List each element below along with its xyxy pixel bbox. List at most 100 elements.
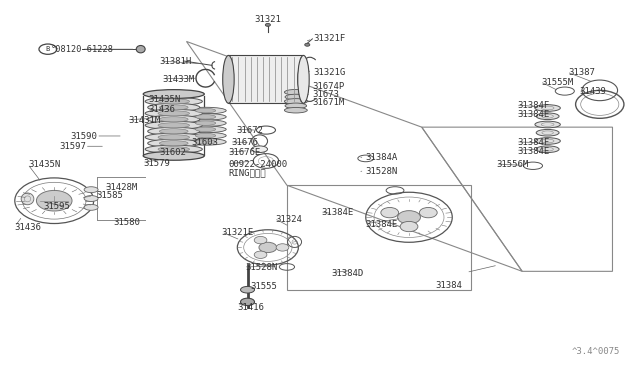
Ellipse shape: [185, 120, 226, 126]
Ellipse shape: [195, 115, 216, 119]
Ellipse shape: [84, 196, 98, 202]
Ellipse shape: [145, 109, 202, 118]
Ellipse shape: [185, 132, 226, 139]
Ellipse shape: [195, 127, 216, 132]
Ellipse shape: [284, 89, 307, 95]
Circle shape: [419, 208, 437, 218]
Ellipse shape: [252, 146, 268, 153]
Text: 31431M: 31431M: [128, 116, 160, 125]
Text: 31579: 31579: [143, 159, 170, 168]
Text: 31435N: 31435N: [29, 160, 61, 169]
Circle shape: [254, 237, 267, 244]
Text: 31321G: 31321G: [314, 68, 346, 77]
Ellipse shape: [145, 133, 202, 141]
Text: 31384: 31384: [436, 281, 463, 290]
Ellipse shape: [84, 204, 98, 210]
Ellipse shape: [536, 129, 559, 136]
Text: 31387: 31387: [568, 68, 595, 77]
Text: 31673: 31673: [312, 90, 339, 99]
Circle shape: [259, 242, 276, 253]
Ellipse shape: [241, 286, 255, 293]
Ellipse shape: [148, 115, 200, 124]
Ellipse shape: [298, 55, 309, 103]
Ellipse shape: [185, 126, 226, 133]
Ellipse shape: [185, 107, 226, 114]
Text: 31590: 31590: [71, 132, 98, 141]
Text: 31603: 31603: [191, 138, 218, 147]
Text: 31528N: 31528N: [245, 263, 277, 272]
Ellipse shape: [145, 97, 202, 105]
Circle shape: [400, 221, 418, 232]
Ellipse shape: [158, 147, 189, 152]
Ellipse shape: [148, 127, 200, 135]
Circle shape: [254, 251, 267, 259]
Text: RINGリング: RINGリング: [228, 168, 266, 177]
Ellipse shape: [195, 140, 216, 144]
Ellipse shape: [536, 146, 559, 153]
Text: 31580: 31580: [113, 218, 140, 227]
Text: °08120-61228: °08120-61228: [51, 45, 113, 54]
Text: 31674P: 31674P: [312, 82, 344, 91]
Text: 31676E: 31676E: [228, 148, 260, 157]
Ellipse shape: [241, 298, 255, 305]
Text: 31321F: 31321F: [314, 34, 346, 44]
Text: 31436: 31436: [15, 223, 42, 232]
Ellipse shape: [284, 99, 307, 104]
Ellipse shape: [148, 139, 200, 147]
Ellipse shape: [195, 108, 216, 113]
Text: 31384F: 31384F: [517, 101, 549, 110]
Text: ^3.4^0075: ^3.4^0075: [572, 347, 620, 356]
Ellipse shape: [158, 99, 189, 104]
Ellipse shape: [285, 94, 307, 100]
Text: B: B: [45, 46, 50, 52]
Ellipse shape: [143, 90, 204, 99]
Text: 31321E: 31321E: [221, 228, 253, 237]
Ellipse shape: [536, 113, 559, 119]
Ellipse shape: [223, 55, 234, 103]
Text: 31324: 31324: [275, 215, 302, 224]
Text: 00922-24000: 00922-24000: [228, 160, 287, 169]
Ellipse shape: [159, 117, 188, 122]
Ellipse shape: [159, 129, 188, 134]
Text: 31381H: 31381H: [160, 57, 192, 66]
Text: 31555M: 31555M: [541, 78, 573, 87]
Text: 31672: 31672: [236, 126, 263, 135]
Text: 31597: 31597: [60, 142, 86, 151]
Text: 31595: 31595: [44, 202, 70, 211]
Ellipse shape: [136, 45, 145, 53]
Ellipse shape: [158, 111, 189, 116]
Text: 31433M: 31433M: [163, 75, 195, 84]
Ellipse shape: [84, 187, 98, 193]
Text: 31555: 31555: [250, 282, 277, 291]
Text: 31436: 31436: [148, 105, 175, 114]
Ellipse shape: [159, 105, 188, 110]
Ellipse shape: [158, 135, 189, 140]
Text: 31384E: 31384E: [366, 220, 398, 229]
Text: 31528N: 31528N: [366, 167, 398, 176]
Circle shape: [36, 190, 72, 211]
Text: 31384D: 31384D: [332, 269, 364, 278]
Ellipse shape: [185, 113, 226, 120]
Text: 31585: 31585: [96, 191, 123, 200]
Text: 31671M: 31671M: [312, 98, 344, 108]
Text: 31556M: 31556M: [497, 160, 529, 169]
Ellipse shape: [143, 151, 204, 160]
Ellipse shape: [145, 145, 202, 153]
Ellipse shape: [285, 103, 307, 109]
Ellipse shape: [535, 138, 561, 144]
Circle shape: [276, 244, 289, 251]
Ellipse shape: [158, 123, 189, 128]
Ellipse shape: [535, 105, 561, 111]
Ellipse shape: [195, 134, 216, 138]
Text: 31416: 31416: [237, 303, 264, 312]
Text: 31384E: 31384E: [517, 110, 549, 119]
Ellipse shape: [195, 121, 216, 125]
Text: 31384F: 31384F: [517, 138, 549, 147]
Text: 31676: 31676: [231, 138, 258, 147]
Text: 31435N: 31435N: [148, 95, 180, 104]
Text: 31428M: 31428M: [105, 183, 138, 192]
Circle shape: [381, 208, 399, 218]
Text: 31384A: 31384A: [366, 153, 398, 162]
Text: 31439: 31439: [579, 87, 606, 96]
Ellipse shape: [535, 121, 561, 128]
